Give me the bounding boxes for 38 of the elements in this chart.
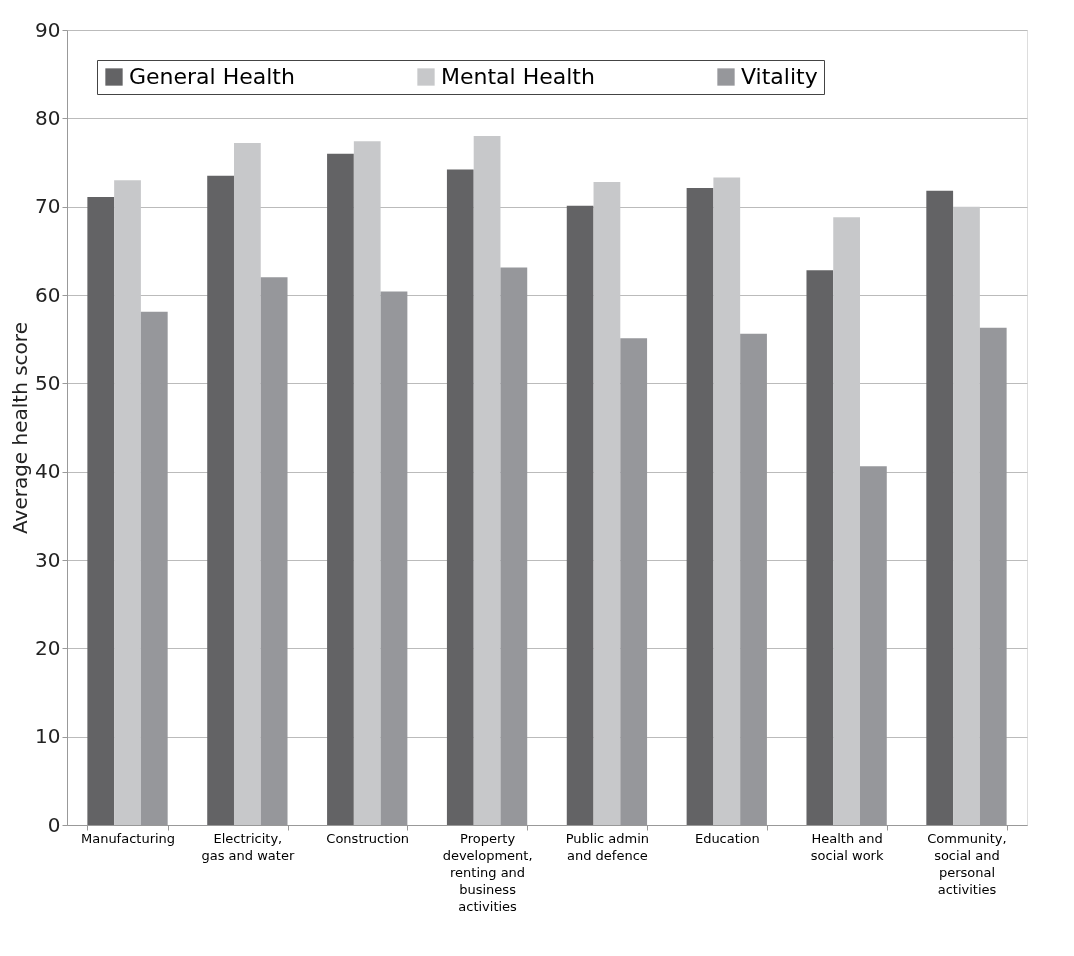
y-tick-label: 50 xyxy=(35,370,61,395)
y-tick-label: 20 xyxy=(35,635,61,660)
bar xyxy=(233,143,261,825)
x-tick-label: Manufacturing xyxy=(80,830,176,846)
bar xyxy=(713,177,741,825)
bar xyxy=(207,175,234,825)
y-axis-title: Average health score xyxy=(8,322,33,534)
y-tick-label: 90 xyxy=(35,17,61,42)
legend-label: General Health xyxy=(129,64,295,89)
bar xyxy=(446,169,474,825)
bar xyxy=(833,217,861,825)
x-tick-label: Education xyxy=(694,830,760,846)
bar xyxy=(114,180,141,825)
bar xyxy=(806,270,834,825)
bar xyxy=(353,141,381,825)
x-tick-label: Construction xyxy=(326,830,410,846)
bar xyxy=(473,136,501,825)
y-tick-label: 80 xyxy=(35,105,61,130)
x-tick-label: Community, social and personal activities xyxy=(927,830,1007,897)
legend-label: Mental Health xyxy=(441,64,595,89)
y-tick-label: 40 xyxy=(35,459,61,484)
bar xyxy=(87,196,115,825)
bar xyxy=(686,188,714,825)
x-tick-label: Electricity, gas and water xyxy=(201,830,295,863)
y-tick-label: 70 xyxy=(35,194,61,219)
bar xyxy=(953,206,980,825)
x-tick-label: Public admin and defence xyxy=(565,830,650,863)
bar xyxy=(593,181,621,825)
y-tick-label: 10 xyxy=(35,724,61,749)
x-tick-label: Property development, renting and business activities xyxy=(442,830,533,914)
y-tick-label: 60 xyxy=(35,282,61,307)
bar xyxy=(566,205,594,825)
bar xyxy=(327,153,354,825)
bar xyxy=(926,190,954,825)
y-tick-label: 30 xyxy=(35,547,61,572)
y-tick-label: 0 xyxy=(47,812,61,837)
x-tick-label: Health and social work xyxy=(810,830,884,863)
legend-label: Vitality xyxy=(741,64,818,89)
